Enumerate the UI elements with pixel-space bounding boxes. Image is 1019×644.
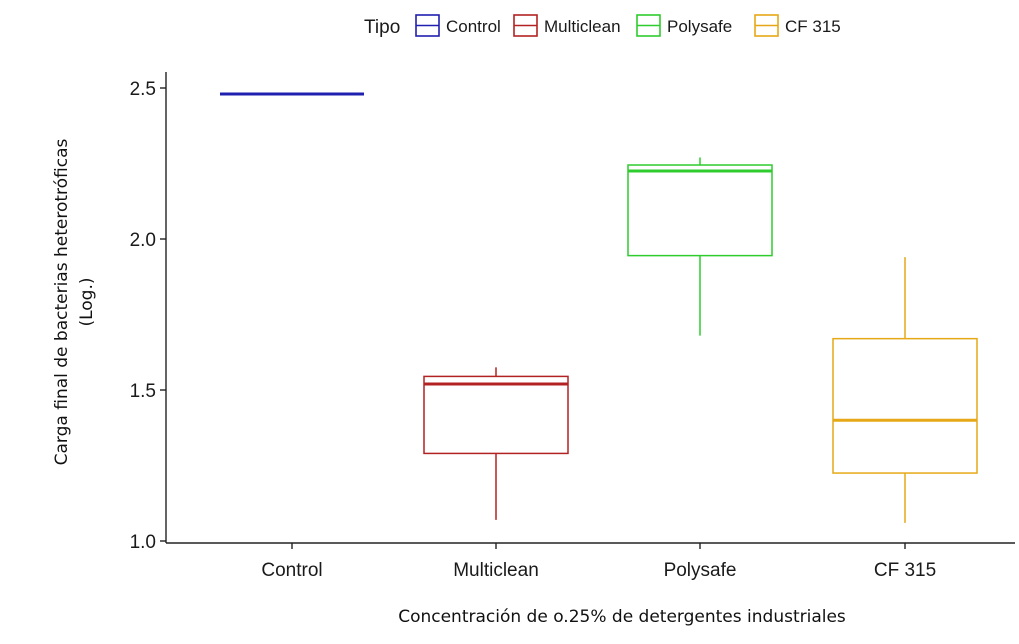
- box-cf-315: [832, 257, 978, 523]
- x-tick-label: CF 315: [874, 560, 936, 581]
- box-polysafe: [627, 157, 773, 336]
- legend-label: Polysafe: [667, 17, 732, 36]
- y-axis-title-line: Carga final de bacterias heterotróficas: [52, 138, 72, 465]
- y-tick-label: 2.5: [130, 79, 156, 100]
- legend-item-polysafe: Polysafe: [636, 14, 732, 37]
- legend-item-multiclean: Multiclean: [513, 14, 621, 37]
- y-axis-title-line: (Log.): [77, 277, 97, 326]
- x-tick-label: Multiclean: [453, 560, 539, 581]
- legend-label: Multiclean: [544, 17, 621, 36]
- legend-item-control: Control: [415, 14, 501, 37]
- y-tick-label: 1.5: [130, 381, 156, 402]
- legend-title: Tipo: [364, 17, 400, 38]
- x-axis-title: Concentración de o.25% de detergentes in…: [398, 607, 846, 627]
- x-tick-label: Control: [261, 560, 322, 581]
- box-body: [627, 164, 773, 257]
- axes: 1.0 1.5 2.0 2.5 Control Multiclean Polysafe CF …: [130, 72, 1015, 581]
- legend: Tipo Control Multiclean Polysafe CF 315: [364, 14, 841, 38]
- box-body: [832, 337, 978, 474]
- legend-label: Control: [446, 17, 501, 36]
- legend-label: CF 315: [785, 17, 841, 36]
- y-axis-title: Carga final de bacterias heterotróficas(…: [52, 138, 97, 465]
- y-tick-label: 2.0: [130, 230, 156, 251]
- y-tick-label: 1.0: [130, 532, 156, 553]
- box-body: [423, 375, 569, 455]
- box-multiclean: [423, 367, 569, 520]
- legend-item-cf-315: CF 315: [754, 14, 841, 37]
- box-series: [220, 92, 978, 523]
- x-tick-label: Polysafe: [664, 560, 737, 581]
